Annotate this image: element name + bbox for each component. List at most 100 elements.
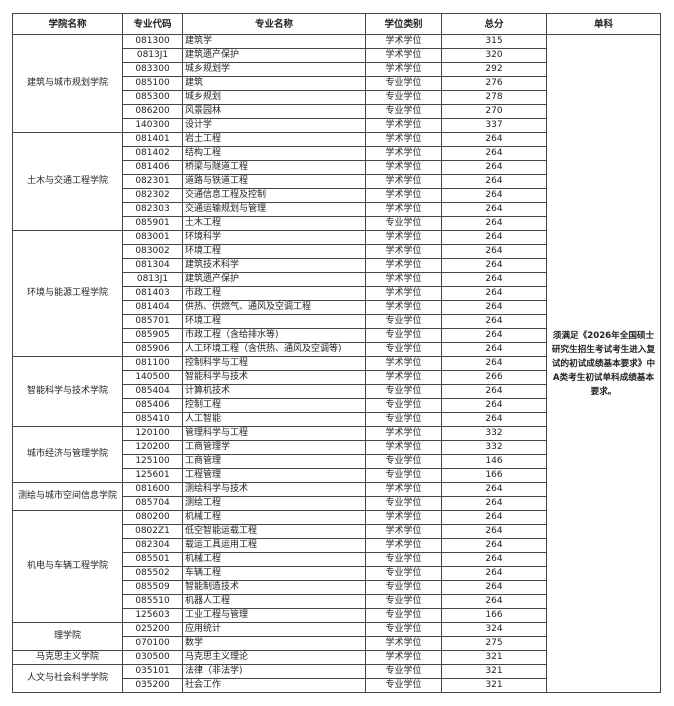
degree-type: 专业学位 (365, 580, 442, 595)
major-name: 测绘工程 (182, 496, 366, 511)
degree-type: 专业学位 (365, 342, 442, 357)
header-college: 学院名称 (12, 13, 123, 35)
degree-type: 专业学位 (365, 622, 442, 637)
major-code: 085300 (122, 90, 183, 105)
major-name: 岩土工程 (182, 132, 366, 147)
major-name: 交通信息工程及控制 (182, 188, 366, 203)
major-code: 085100 (122, 76, 183, 91)
table-row: 140300 设计学 学术学位 337 (13, 118, 661, 133)
total-score: 264 (441, 538, 547, 553)
table-row: 085509 智能制造技术 专业学位 264 (13, 580, 661, 595)
total-score: 264 (441, 230, 547, 245)
degree-type: 专业学位 (365, 496, 442, 511)
college-name: 城市经济与管理学院 (12, 426, 123, 483)
total-score: 264 (441, 524, 547, 539)
degree-type: 专业学位 (365, 566, 442, 581)
major-name: 城乡规划学 (182, 62, 366, 77)
major-name: 人工智能 (182, 412, 366, 427)
major-code: 083300 (122, 62, 183, 77)
total-score: 266 (441, 370, 547, 385)
degree-type: 学术学位 (365, 650, 442, 665)
major-code: 085509 (122, 580, 183, 595)
table-row: 086200 风景园林 专业学位 270 (13, 104, 661, 119)
degree-type: 学术学位 (365, 356, 442, 371)
major-name: 数学 (182, 636, 366, 651)
table-row: 土木与交通工程学院 081401 岩土工程 学术学位 264 (12, 132, 661, 231)
major-code: 120100 (122, 426, 183, 441)
header-code: 专业代码 (122, 13, 183, 35)
degree-type: 学术学位 (365, 188, 442, 203)
total-score: 264 (441, 566, 547, 581)
degree-type: 学术学位 (365, 482, 442, 497)
table-row: 智能科学与技术学院 081100 控制科学与工程 学术学位 264 (12, 356, 661, 427)
total-score: 166 (441, 608, 547, 623)
major-code: 070100 (122, 636, 183, 651)
total-score: 166 (441, 468, 547, 483)
major-code: 125100 (122, 454, 183, 469)
degree-type: 专业学位 (365, 678, 442, 693)
total-score: 324 (441, 622, 547, 637)
major-code: 085701 (122, 314, 183, 329)
degree-type: 专业学位 (365, 608, 442, 623)
major-code: 085901 (122, 216, 183, 231)
degree-type: 专业学位 (365, 90, 442, 105)
total-score: 270 (441, 104, 547, 119)
major-name: 建筑遗产保护 (182, 48, 366, 63)
major-name: 社会工作 (182, 678, 366, 693)
table-row: 085906 人工环境工程（含供热、通风及空调等) 专业学位 264 (13, 342, 661, 357)
degree-type: 学术学位 (365, 510, 442, 525)
major-name: 城乡规划 (182, 90, 366, 105)
degree-type: 学术学位 (365, 538, 442, 553)
college-name: 机电与车辆工程学院 (12, 510, 123, 623)
college-name: 理学院 (12, 622, 123, 651)
major-code: 125601 (122, 468, 183, 483)
college-name: 土木与交通工程学院 (12, 132, 123, 231)
table-row: 085404 计算机技术 专业学位 264 (13, 384, 661, 399)
major-code: 085905 (122, 328, 183, 343)
table-row: 085905 市政工程（含给排水等) 专业学位 264 (13, 328, 661, 343)
major-code: 081100 (122, 356, 183, 371)
table-row: 081402 结构工程 学术学位 264 (13, 146, 661, 161)
header-single-subject: 单科 (546, 13, 661, 35)
total-score: 264 (441, 356, 547, 371)
degree-type: 专业学位 (365, 454, 442, 469)
degree-type: 学术学位 (365, 118, 442, 133)
major-name: 智能制造技术 (182, 580, 366, 595)
major-name: 建筑学 (182, 34, 366, 49)
major-name: 低空智能运载工程 (182, 524, 366, 539)
major-code: 086200 (122, 104, 183, 119)
total-score: 321 (441, 664, 547, 679)
major-name: 土木工程 (182, 216, 366, 231)
degree-type: 学术学位 (365, 258, 442, 273)
major-name: 环境工程 (182, 314, 366, 329)
degree-type: 学术学位 (365, 202, 442, 217)
major-code: 083002 (122, 244, 183, 259)
major-name: 桥梁与隧道工程 (182, 160, 366, 175)
degree-type: 专业学位 (365, 412, 442, 427)
total-score: 264 (441, 552, 547, 567)
major-code: 082301 (122, 174, 183, 189)
major-name: 机械工程 (182, 510, 366, 525)
table-row: 建筑与城市规划学院 081300 建筑学 学术学位 315 须满足《2026年全国硕士研究… (12, 34, 661, 693)
degree-type: 学术学位 (365, 286, 442, 301)
degree-type: 学术学位 (365, 160, 442, 175)
table-row: 081406 桥梁与隧道工程 学术学位 264 (13, 160, 661, 175)
table-row: 085100 建筑 专业学位 276 (13, 76, 661, 91)
table-row: 035200 社会工作 专业学位 321 (13, 678, 661, 693)
total-score: 264 (441, 132, 547, 147)
total-score: 264 (441, 160, 547, 175)
college-name: 环境与能源工程学院 (12, 230, 123, 357)
major-name: 设计学 (182, 118, 366, 133)
major-name: 应用统计 (182, 622, 366, 637)
total-score: 264 (441, 300, 547, 315)
table-row: 082301 道路与铁道工程 学术学位 264 (13, 174, 661, 189)
major-code: 085704 (122, 496, 183, 511)
degree-type: 学术学位 (365, 34, 442, 49)
college-name: 建筑与城市规划学院 (12, 34, 123, 133)
major-code: 081600 (122, 482, 183, 497)
major-code: 082303 (122, 202, 183, 217)
total-score: 264 (441, 244, 547, 259)
score-table: 学院名称 专业代码 专业名称 学位类别 总分 单科 建筑与城市规划学院 08130… (12, 13, 661, 693)
degree-type: 学术学位 (365, 230, 442, 245)
table-row: 082304 载运工具运用工程 学术学位 264 (13, 538, 661, 553)
